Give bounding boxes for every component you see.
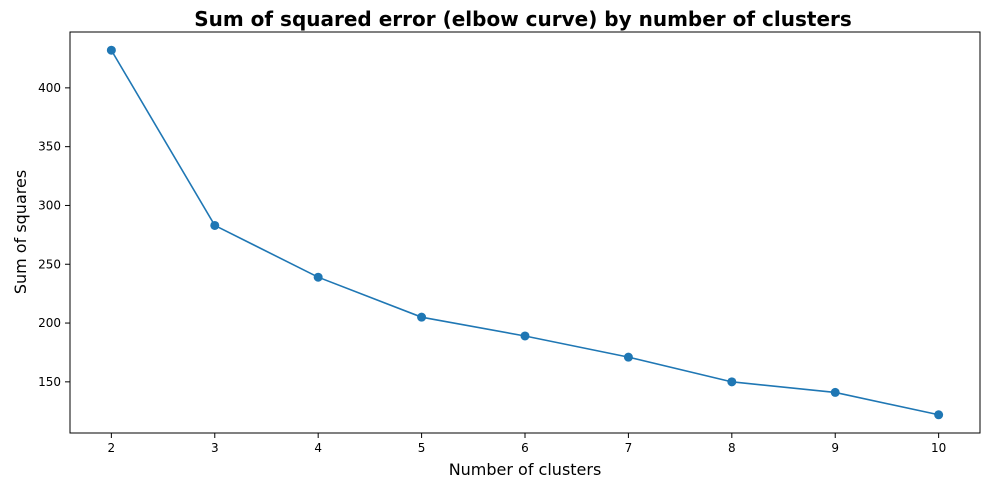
y-tick-label: 150 xyxy=(38,375,61,389)
x-tick-label: 2 xyxy=(108,441,116,455)
y-axis-label: Sum of squares xyxy=(11,170,30,294)
y-tick-label: 200 xyxy=(38,316,61,330)
y-tick-label: 350 xyxy=(38,140,61,154)
x-tick-label: 10 xyxy=(931,441,946,455)
x-tick-label: 6 xyxy=(521,441,529,455)
y-tick-label: 400 xyxy=(38,81,61,95)
data-point xyxy=(210,220,220,230)
x-tick-label: 7 xyxy=(625,441,633,455)
data-point xyxy=(830,387,840,397)
series-line xyxy=(110,49,939,416)
x-tick-label: 9 xyxy=(831,441,839,455)
series-points xyxy=(106,45,944,420)
x-axis-label: Number of clusters xyxy=(449,460,602,479)
chart-title: Sum of squared error (elbow curve) by nu… xyxy=(194,7,852,31)
data-point xyxy=(313,272,323,282)
x-tick-label: 5 xyxy=(418,441,426,455)
data-point xyxy=(520,331,530,341)
data-point xyxy=(727,377,737,387)
data-point xyxy=(417,312,427,322)
data-point xyxy=(106,45,116,55)
plot-frame xyxy=(69,31,981,434)
x-tick-label: 3 xyxy=(211,441,219,455)
y-axis-ticks: 150 200 250 300 350 400 xyxy=(38,81,70,389)
x-tick-label: 8 xyxy=(728,441,736,455)
y-tick-label: 300 xyxy=(38,198,61,212)
data-point xyxy=(623,352,633,362)
data-point xyxy=(934,410,944,420)
y-tick-label: 250 xyxy=(38,257,61,271)
x-axis-ticks: 2 3 4 5 6 7 8 9 10 xyxy=(108,433,946,455)
x-tick-label: 4 xyxy=(314,441,322,455)
